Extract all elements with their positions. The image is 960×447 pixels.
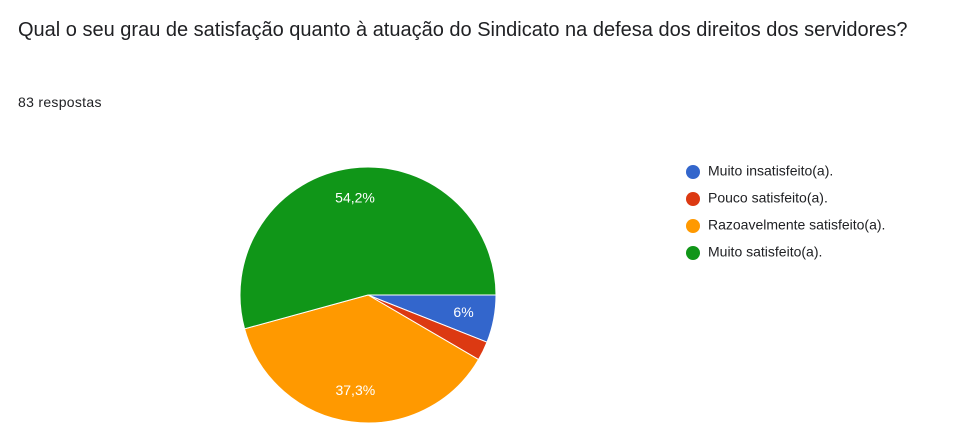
legend-swatch xyxy=(686,165,700,179)
pie-slice xyxy=(243,294,480,424)
chart-title: Qual o seu grau de satisfação quanto à a… xyxy=(18,19,908,41)
slice-label: 54,2% xyxy=(335,189,375,205)
legend-label: Muito satisfeito(a). xyxy=(708,244,822,260)
chart-subtitle: 83 respostas xyxy=(18,94,102,110)
legend-label: Pouco satisfeito(a). xyxy=(708,190,828,206)
pie-slice xyxy=(239,166,497,330)
legend-swatch xyxy=(686,246,700,260)
legend-swatch xyxy=(686,219,700,233)
legend-swatch xyxy=(686,192,700,206)
slice-label: 37,3% xyxy=(335,382,375,398)
legend-label: Razoavelmente satisfeito(a). xyxy=(708,217,885,233)
legend-label: Muito insatisfeito(a). xyxy=(708,163,833,179)
slice-label: 6% xyxy=(453,304,473,320)
